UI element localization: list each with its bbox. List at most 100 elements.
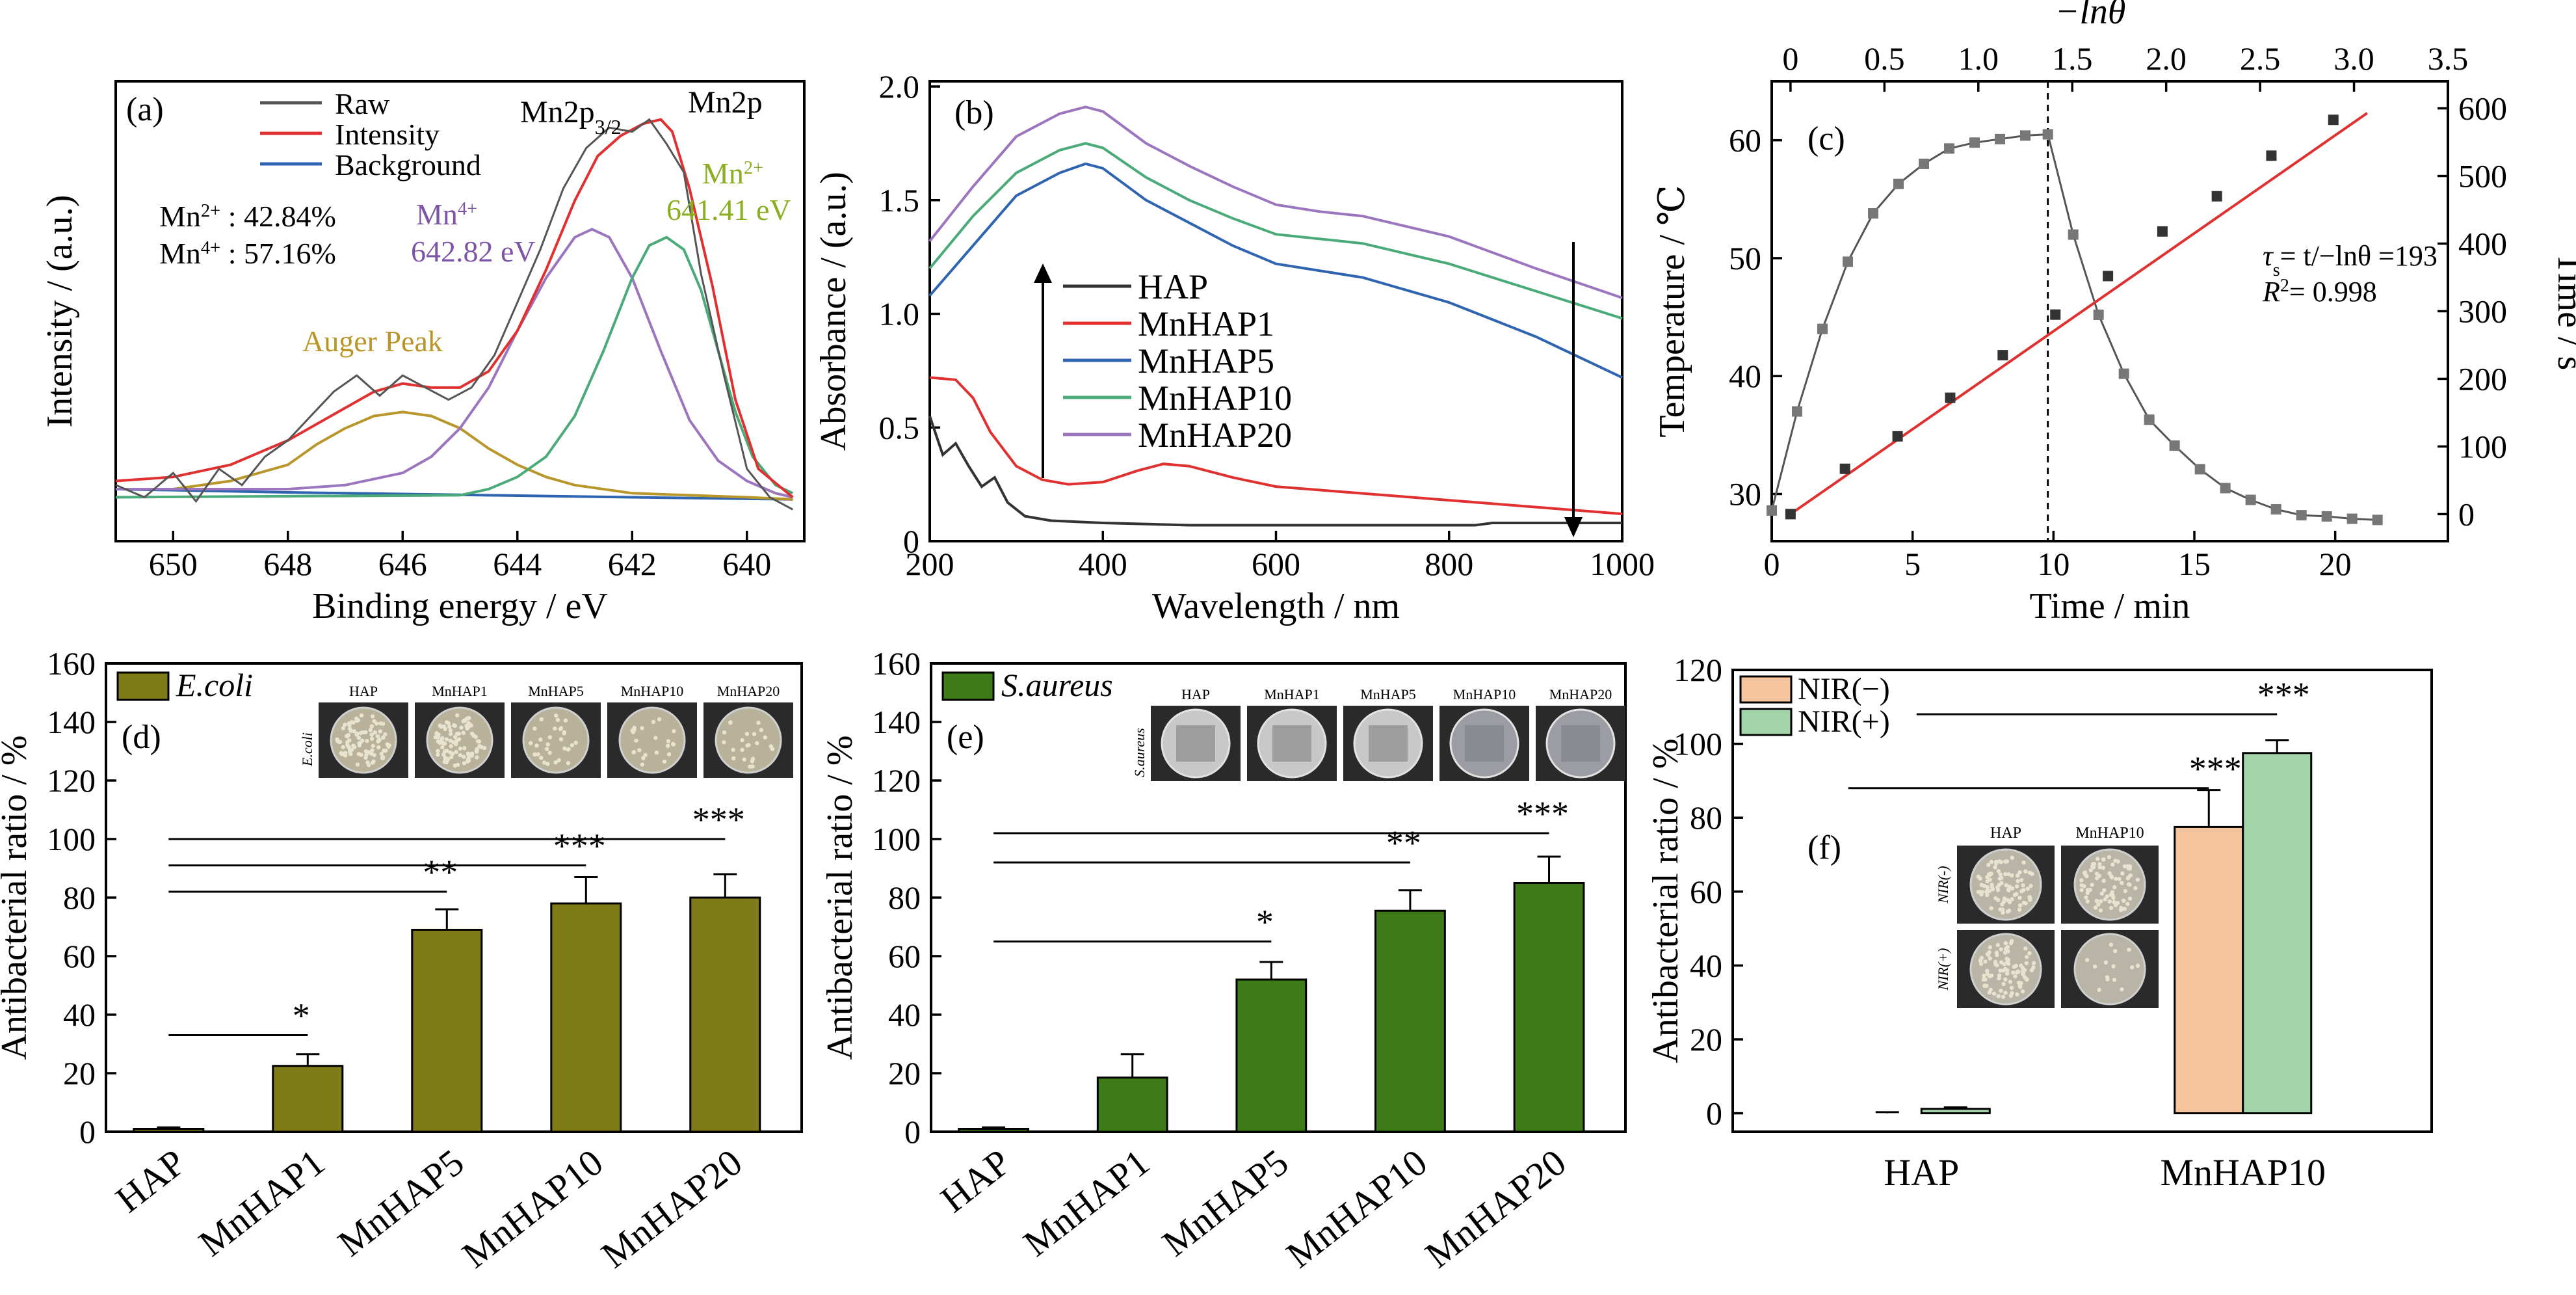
panel-d-colony <box>454 749 458 754</box>
panel-e-inset-label: MnHAP20 <box>1549 686 1612 702</box>
panel-a-mn2p32-label: Mn2p3/2 <box>520 95 622 139</box>
panel-f-colony <box>1988 974 1992 979</box>
panel-f-colony <box>2029 968 2034 972</box>
panel-c-ytick-label: 40 <box>1729 358 1761 394</box>
panel-e-category-label: MnHAP10 <box>1278 1141 1435 1276</box>
panel-d-significance-mark: *** <box>553 827 606 866</box>
panel-a-root: 650 648 646 644 642 640 Binding energy / eV Int… <box>40 80 806 626</box>
panel-c-label: (c) <box>1807 120 1845 157</box>
panel-f-colony <box>2006 872 2011 877</box>
panel-d-colony <box>536 752 540 756</box>
panel-c-ytick-label: 50 <box>1729 240 1761 276</box>
panel-d-bar <box>550 902 622 1133</box>
panel-d-colony <box>351 743 356 748</box>
panel-d-category-label: MnHAP1 <box>191 1141 333 1264</box>
panel-c-temperature-point <box>2372 514 2383 526</box>
panel-f-colony <box>2025 887 2030 891</box>
panel-f-colony <box>2084 957 2090 963</box>
panel-d-colony <box>473 734 478 739</box>
panel-f-colony <box>2023 946 2028 951</box>
panel-d-colony <box>453 734 458 740</box>
panel-f-colony <box>1987 990 1992 995</box>
panel-d-colony <box>547 735 553 740</box>
panel-f-colony <box>2021 860 2026 865</box>
panel-f-colony <box>2020 989 2025 994</box>
panel-c-temperature-point <box>2042 129 2053 140</box>
panel-d-colony <box>458 753 463 758</box>
panel-f-colony <box>2120 871 2125 876</box>
panel-f-colony <box>2111 964 2116 968</box>
panel-f-colony <box>1979 883 1984 887</box>
panel-c-top-xtick-label: 0.5 <box>1864 40 1905 77</box>
panel-d-colony <box>454 713 460 717</box>
panel-d-root: 0 20 40 60 80 100 120 140 160 Antibacterial ratio… <box>0 645 803 1276</box>
panel-d-colony <box>722 740 726 745</box>
panel-d-colony <box>372 719 376 724</box>
panel-d-colony <box>367 750 371 754</box>
panel-f-colony <box>2002 896 2007 901</box>
panel-c-data-point <box>1839 463 1850 474</box>
panel-d-colony <box>376 738 381 743</box>
panel-c-data-point <box>1997 350 2008 361</box>
panel-f-colony <box>2085 890 2090 895</box>
panel-e-ytick-label: 80 <box>888 879 921 916</box>
panel-d-bar <box>133 1128 205 1133</box>
panel-f-colony <box>2001 900 2006 904</box>
panel-a-series-line <box>115 118 794 511</box>
panel-d-colony <box>380 755 386 760</box>
panel-c-ylabel: Temperature / ℃ <box>1652 185 1692 437</box>
panel-c-ytick-label: 30 <box>1729 475 1761 512</box>
panel-a-series-line <box>115 118 794 499</box>
panel-b-up-arrowhead <box>1034 263 1052 283</box>
panel-d-colony <box>355 762 360 767</box>
panel-f-colony <box>2093 905 2098 910</box>
panel-d-inset-label: MnHAP1 <box>432 683 488 699</box>
panel-f-colony <box>2101 865 2106 870</box>
panel-f-colony <box>1990 885 1995 890</box>
panel-f-ytick-label: 100 <box>1674 726 1722 762</box>
panel-d-colony <box>461 719 466 724</box>
panel-b-legend-label: MnHAP5 <box>1138 341 1274 380</box>
panel-e-significance-mark: *** <box>1516 794 1569 833</box>
panel-d-colony <box>444 737 449 741</box>
panel-f-colony <box>2113 859 2118 863</box>
panel-d-colony <box>449 744 453 749</box>
panel-d-colony <box>354 716 359 721</box>
panel-f-ytick-label: 80 <box>1690 799 1722 836</box>
panel-e-inset-label: MnHAP1 <box>1264 686 1320 702</box>
panel-d-ytick-label: 20 <box>63 1055 96 1091</box>
panel-f-colony <box>2097 862 2102 866</box>
panel-f-colony <box>2127 896 2133 901</box>
panel-d-colony <box>643 753 648 758</box>
panel-f-colony <box>2017 896 2022 900</box>
panel-a-mn2-pct: Mn2+ : 42.84% <box>159 200 336 233</box>
panel-b-legend-label: MnHAP10 <box>1138 379 1292 418</box>
panel-d-colony <box>528 741 533 745</box>
panel-e-category-label: MnHAP5 <box>1155 1141 1296 1264</box>
panel-f-colony <box>1980 890 1984 894</box>
panel-f-colony <box>1988 956 1992 961</box>
panel-e-category-label: MnHAP20 <box>1417 1141 1574 1276</box>
panel-c-temperature-point <box>1995 133 2005 144</box>
panel-c-temperature-point <box>1843 256 1853 267</box>
panel-f-colony <box>2003 872 2008 877</box>
panel-d-colony <box>538 737 543 742</box>
panel-d-colony <box>449 754 454 760</box>
panel-d-colony <box>469 753 474 758</box>
panel-b-xtick-label: 1000 <box>1590 546 1655 582</box>
panel-f-colony <box>2122 864 2127 869</box>
panel-d-inset-label: MnHAP10 <box>621 683 684 699</box>
panel-f-colony <box>2088 868 2094 873</box>
panel-b-frame <box>928 80 1623 542</box>
panel-d-ytick-label: 40 <box>63 996 96 1033</box>
panel-c-temperature-point <box>2321 511 2332 522</box>
panel-f-colony <box>1995 898 2001 902</box>
panel-f-colony <box>2079 888 2084 892</box>
panel-c-temperature-point <box>1944 143 1954 154</box>
panel-d-significance-mark: *** <box>692 800 745 839</box>
panel-d-colony <box>651 719 656 725</box>
panel-e-sample-film <box>1176 725 1215 762</box>
panel-d-colony <box>731 756 736 761</box>
panel-d-colony <box>462 754 466 759</box>
panel-d-colony <box>451 751 455 756</box>
